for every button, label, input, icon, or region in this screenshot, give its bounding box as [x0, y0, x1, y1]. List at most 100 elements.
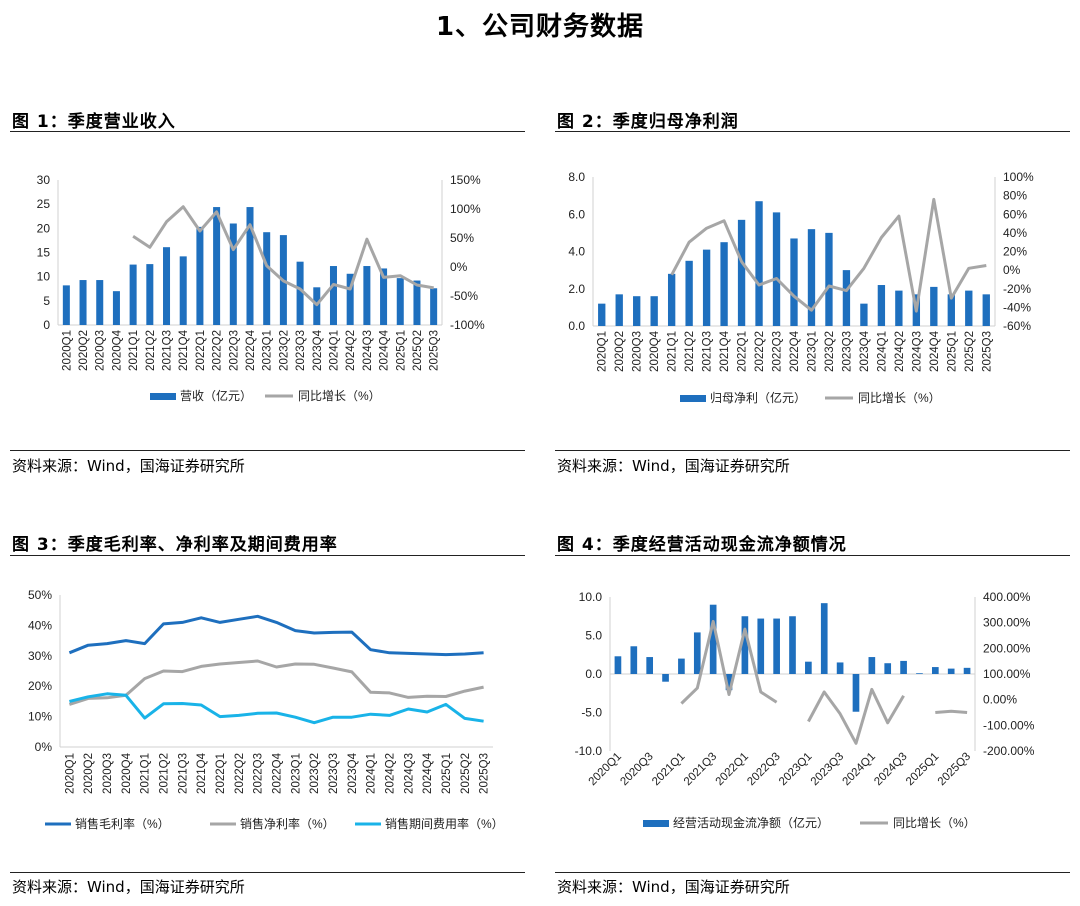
fig1-bottom-rule [10, 450, 525, 451]
yoy-growth-line [807, 687, 905, 745]
legend-bar-swatch [680, 395, 706, 402]
bar [693, 632, 701, 674]
bar [852, 674, 860, 712]
left-axis-tick-label: 30 [37, 173, 51, 187]
legend-line-label: 同比增长（%） [298, 389, 381, 403]
bar [947, 294, 955, 326]
x-axis-tick-label: 2023Q1 [806, 331, 818, 372]
bar [868, 657, 876, 674]
bar [790, 238, 798, 326]
bar [836, 662, 844, 674]
bar [947, 668, 955, 674]
right-axis-tick-label: 100% [450, 202, 481, 216]
fig1-title: 图 1：季度营业收入 [12, 112, 176, 132]
bar [163, 247, 171, 325]
bar [772, 212, 781, 326]
right-axis-tick-label: 150% [450, 173, 481, 187]
x-axis-tick-label: 2021Q2 [684, 331, 696, 372]
x-axis-tick-label: 2024Q1 [841, 751, 878, 788]
x-axis-tick-label: 2024Q1 [876, 331, 888, 372]
right-axis-tick-label: 200.00% [983, 641, 1031, 655]
left-axis-tick-label: 5 [43, 294, 50, 308]
legend-bar-label: 营收（亿元） [180, 388, 252, 403]
right-axis-tick-label: 60% [1003, 207, 1027, 221]
right-axis-tick-label: 40% [1003, 226, 1027, 240]
x-axis-tick-label: 2023Q1 [262, 330, 274, 371]
y-axis-tick-label: 40% [28, 618, 52, 632]
left-axis-tick-label: 20 [37, 221, 51, 235]
x-axis-tick-label: 2023Q4 [859, 330, 871, 372]
x-axis-tick-label: 2024Q4 [929, 330, 941, 372]
fig3-bottom-rule [10, 872, 525, 873]
x-axis-tick-label: 2021Q4 [196, 752, 208, 794]
y-axis-tick-label: 0% [35, 740, 53, 754]
bar [650, 296, 658, 326]
x-axis-tick-label: 2022Q4 [272, 752, 284, 794]
x-axis-tick-label: 2025Q1 [441, 753, 453, 794]
left-axis-tick-label: 6.0 [568, 207, 585, 221]
legend-label-1: 销售毛利率（%） [75, 816, 170, 831]
right-axis-tick-label: -60% [1003, 319, 1031, 333]
x-axis-tick-label: 2024Q2 [345, 330, 357, 371]
y-axis-tick-label: 20% [28, 679, 52, 693]
fig2-chart: 0.0 2.0 4.0 6.0 8.0 -60% -40% -20% 0% 20% 40% 60% 80… [568, 170, 1034, 405]
x-axis-tick-label: 2023Q3 [295, 330, 307, 371]
x-axis-tick-label: 2023Q1 [290, 753, 302, 794]
x-axis-tick-label: 2023Q2 [824, 331, 836, 372]
fig3-title: 图 3：季度毛利率、净利率及期间费用率 [12, 535, 338, 555]
right-axis-tick-label: 80% [1003, 189, 1027, 203]
right-axis-tick-label: -100.00% [983, 718, 1035, 732]
x-axis-tick-label: 2022Q1 [737, 331, 749, 372]
x-axis-tick-label: 2022Q2 [212, 330, 224, 371]
legend-line-label: 同比增长（%） [858, 391, 941, 405]
bar [720, 242, 728, 326]
left-axis-tick-label: -5.0 [581, 706, 602, 720]
x-axis-tick-label: 2021Q3 [177, 753, 189, 794]
x-axis-tick-label: 2025Q1 [904, 751, 941, 788]
bar [79, 280, 87, 325]
x-axis-tick-label: 2023Q3 [328, 753, 340, 794]
fig4-title: 图 4：季度经营活动现金流净额情况 [557, 535, 847, 555]
bar [895, 290, 903, 326]
x-axis-tick-label: 2020Q4 [649, 330, 661, 372]
left-axis-tick-label: 5.0 [585, 629, 602, 643]
bar [213, 207, 221, 325]
bar [805, 661, 812, 674]
x-axis-tick-label: 2022Q3 [772, 331, 784, 372]
left-axis-tick-label: 0.0 [585, 667, 602, 681]
fig2-source: 资料来源：Wind，国海证券研究所 [557, 457, 790, 475]
x-axis-tick-label: 2020Q2 [614, 331, 626, 372]
x-axis-tick-label: 2022Q2 [754, 331, 766, 372]
x-axis-tick-label: 2022Q2 [234, 753, 246, 794]
x-axis-tick-label: 2022Q3 [253, 753, 265, 794]
bar [685, 260, 693, 326]
bar [646, 657, 654, 674]
x-axis-tick-label: 2020Q3 [95, 330, 107, 371]
x-axis-tick-label: 2024Q3 [911, 331, 923, 372]
x-axis-tick-label: 2024Q1 [328, 330, 340, 371]
bar [380, 268, 388, 325]
bar [930, 286, 938, 326]
bar [430, 288, 438, 325]
x-axis-tick-label: 2020Q3 [102, 753, 114, 794]
bar [900, 660, 907, 674]
right-axis-tick-label: 0% [450, 260, 468, 274]
bar [755, 201, 763, 326]
x-axis-tick-label: 2025Q3 [936, 751, 973, 788]
x-axis-tick-label: 2023Q4 [312, 329, 324, 371]
bar [825, 232, 833, 326]
bar [229, 223, 237, 325]
bar [773, 618, 780, 674]
x-axis-tick-label: 2022Q1 [215, 753, 227, 794]
x-axis-tick-label: 2025Q3 [429, 330, 441, 371]
bar [737, 219, 746, 326]
x-axis-tick-label: 2024Q1 [366, 753, 378, 794]
x-axis-tick-label: 2021Q3 [702, 331, 714, 372]
x-axis-tick-label: 2022Q1 [714, 751, 751, 788]
bar [62, 285, 70, 325]
bar [931, 667, 939, 674]
x-axis-tick-label: 2023Q3 [841, 331, 853, 372]
x-axis-tick-label: 2022Q3 [228, 330, 240, 371]
right-axis-tick-label: -100% [450, 318, 485, 332]
x-axis-tick-label: 2021Q4 [178, 329, 190, 371]
